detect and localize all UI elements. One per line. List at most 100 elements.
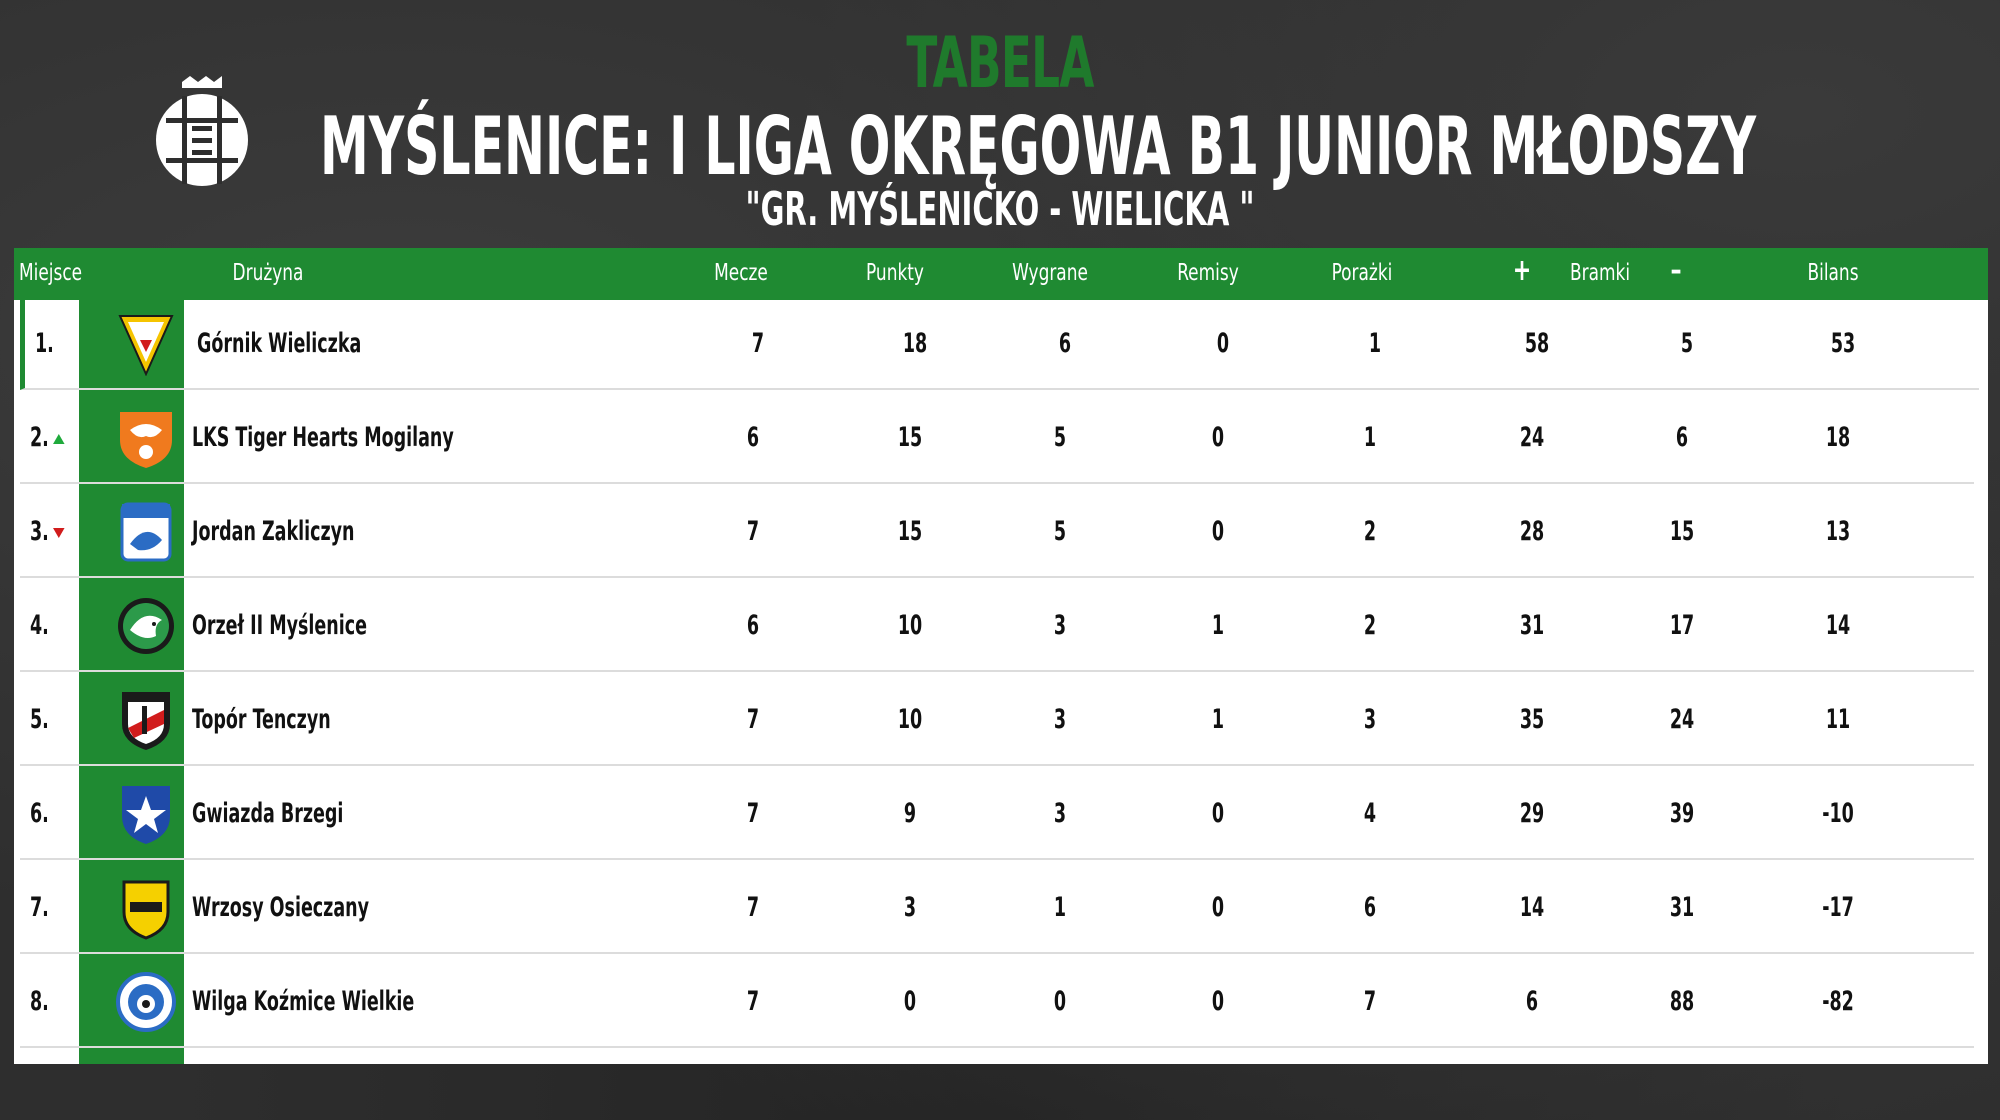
table-row: 4. Orzeł II Myślenice 6 10 3 1 2 31 17 1… xyxy=(20,582,1974,672)
matches: 7 xyxy=(746,892,760,923)
col-goals: Bramki xyxy=(1569,260,1631,286)
team-name: Gwiazda Brzegi xyxy=(192,798,344,829)
draws: 0 xyxy=(1211,516,1225,547)
team-name: Wilga Koźmice Wielkie xyxy=(192,986,415,1017)
draws: 0 xyxy=(1216,328,1230,359)
draws: 0 xyxy=(1211,422,1225,453)
goals-for: 6 xyxy=(1525,986,1539,1017)
table-row: 5. Topór Tenczyn 7 10 3 1 3 35 24 11 xyxy=(20,676,1974,766)
league-table: Miejsce Drużyna Mecze Punkty Wygrane Rem… xyxy=(14,248,1988,1064)
team-name: Jordan Zakliczyn xyxy=(192,516,355,547)
losses: 1 xyxy=(1368,328,1382,359)
goals-for: 24 xyxy=(1519,422,1545,453)
wins: 5 xyxy=(1053,516,1067,547)
team-crest-icon xyxy=(118,598,174,654)
points: 10 xyxy=(897,610,923,641)
col-wins: Wygrane xyxy=(1012,260,1088,286)
page-title: MYŚLENICE: I LIGA OKRĘGOWA B1 JUNIOR MŁO… xyxy=(320,100,1757,193)
place: 6. xyxy=(30,798,49,829)
place: 3. xyxy=(30,488,65,576)
goals-against: 24 xyxy=(1669,704,1695,735)
team-crest-icon xyxy=(116,972,176,1032)
goals-for: 28 xyxy=(1519,516,1545,547)
draws: 1 xyxy=(1211,610,1225,641)
col-goals-minus: – xyxy=(1670,253,1682,288)
team-name: Topór Tenczyn xyxy=(192,704,331,735)
goals-against: 31 xyxy=(1669,892,1695,923)
losses: 2 xyxy=(1363,516,1377,547)
draws: 0 xyxy=(1211,892,1225,923)
points: 10 xyxy=(897,704,923,735)
matches: 7 xyxy=(746,798,760,829)
losses: 3 xyxy=(1363,704,1377,735)
balance: 11 xyxy=(1825,704,1851,735)
points: 15 xyxy=(897,516,923,547)
balance: -17 xyxy=(1822,892,1854,923)
wins: 0 xyxy=(1053,986,1067,1017)
wins: 3 xyxy=(1053,704,1067,735)
trend-up-icon xyxy=(53,433,65,444)
team-crest-icon xyxy=(122,692,170,750)
goals-for: 58 xyxy=(1524,328,1550,359)
team-name: Górnik Wieliczka xyxy=(197,328,362,359)
team-crest-icon xyxy=(120,502,172,562)
trend-down-icon xyxy=(53,527,65,538)
place: 2. xyxy=(30,394,65,482)
col-balance: Bilans xyxy=(1807,260,1859,286)
balance: -10 xyxy=(1822,798,1854,829)
table-row: 3. Jordan Zakliczyn 7 15 5 0 2 28 15 13 xyxy=(20,488,1974,578)
goals-against: 39 xyxy=(1669,798,1695,829)
tabela-label: TABELA xyxy=(906,22,1094,104)
losses: 2 xyxy=(1363,610,1377,641)
losses: 1 xyxy=(1363,422,1377,453)
page-subtitle: "GR. MYŚLENICKO - WIELICKA " xyxy=(745,182,1255,236)
place: 4. xyxy=(30,610,49,641)
goals-for: 35 xyxy=(1519,704,1545,735)
team-crest-icon xyxy=(118,315,174,376)
points: 18 xyxy=(902,328,928,359)
team-name: Orzeł II Myślenice xyxy=(192,610,367,641)
col-place: Miejsce xyxy=(19,260,83,286)
points: 0 xyxy=(903,986,917,1017)
losses: 4 xyxy=(1363,798,1377,829)
points: 15 xyxy=(897,422,923,453)
goals-against: 5 xyxy=(1680,328,1694,359)
matches: 7 xyxy=(746,986,760,1017)
matches: 7 xyxy=(746,704,760,735)
draws: 0 xyxy=(1211,798,1225,829)
balance: 13 xyxy=(1825,516,1851,547)
goals-for: 29 xyxy=(1519,798,1545,829)
wins: 6 xyxy=(1058,328,1072,359)
col-matches: Mecze xyxy=(714,260,768,286)
table-row: 6. Gwiazda Brzegi 7 9 3 0 4 29 39 -10 xyxy=(20,770,1974,860)
losses: 6 xyxy=(1363,892,1377,923)
table-row: 2. LKS Tiger Hearts Mogilany 6 15 5 0 1 … xyxy=(20,394,1974,484)
col-points: Punkty xyxy=(866,260,924,286)
goals-for: 14 xyxy=(1519,892,1545,923)
matches: 6 xyxy=(746,610,760,641)
team-crest-icon xyxy=(122,786,170,844)
col-draws: Remisy xyxy=(1177,260,1239,286)
place: 5. xyxy=(30,704,49,735)
balance: -82 xyxy=(1822,986,1854,1017)
table-row: 7. Wrzosy Osieczany 7 3 1 0 6 14 31 -17 xyxy=(20,864,1974,954)
wins: 5 xyxy=(1053,422,1067,453)
goals-against: 6 xyxy=(1675,422,1689,453)
place: 7. xyxy=(30,892,49,923)
col-losses: Porażki xyxy=(1331,260,1393,286)
balance: 18 xyxy=(1825,422,1851,453)
points: 3 xyxy=(903,892,917,923)
goals-for: 31 xyxy=(1519,610,1545,641)
matches: 7 xyxy=(746,516,760,547)
balance: 53 xyxy=(1830,328,1856,359)
wins: 3 xyxy=(1053,610,1067,641)
team-name: LKS Tiger Hearts Mogilany xyxy=(192,422,454,453)
goals-against: 17 xyxy=(1669,610,1695,641)
table-row: 8. Wilga Koźmice Wielkie 7 0 0 0 7 6 88 … xyxy=(20,958,1974,1048)
table-header: Miejsce Drużyna Mecze Punkty Wygrane Rem… xyxy=(14,248,1988,300)
association-logo xyxy=(156,76,248,186)
matches: 6 xyxy=(746,422,760,453)
team-crest-icon xyxy=(120,412,172,468)
place: 8. xyxy=(30,986,49,1017)
wins: 3 xyxy=(1053,798,1067,829)
